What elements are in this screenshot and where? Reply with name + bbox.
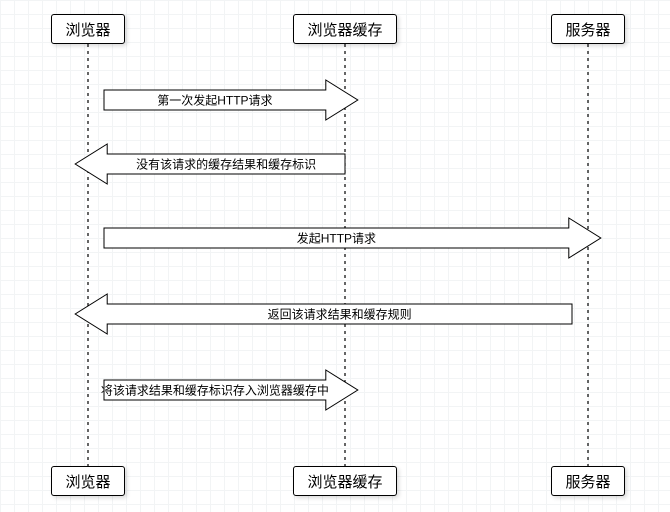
message-label: 发起HTTP请求: [297, 230, 376, 247]
participant-box: 浏览器缓存: [293, 14, 397, 44]
participant-box: 服务器: [551, 14, 625, 44]
message-label: 没有该请求的缓存结果和缓存标识: [136, 156, 316, 173]
message-label: 返回该请求结果和缓存规则: [268, 306, 412, 323]
message-label: 第一次发起HTTP请求: [157, 92, 272, 109]
message-label: 将该请求结果和缓存标识存入浏览器缓存中: [101, 382, 329, 399]
participant-box: 服务器: [551, 466, 625, 496]
participant-box: 浏览器缓存: [293, 466, 397, 496]
participant-box: 浏览器: [51, 14, 125, 44]
participant-box: 浏览器: [51, 466, 125, 496]
